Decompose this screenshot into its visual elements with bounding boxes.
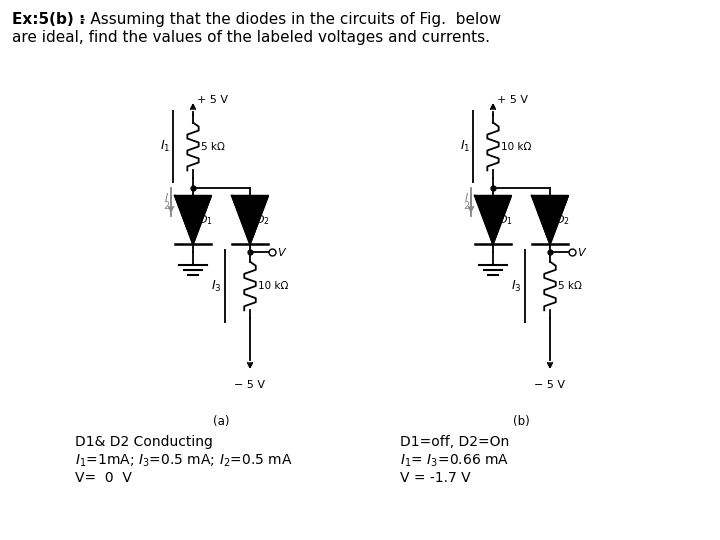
Text: - Assuming that the diodes in the circuits of Fig.  below: - Assuming that the diodes in the circui… xyxy=(80,12,501,27)
Text: 5 kΩ: 5 kΩ xyxy=(558,281,582,291)
Text: $I_1$=1mA; $I_3$=0.5 mA; $I_2$=0.5 mA: $I_1$=1mA; $I_3$=0.5 mA; $I_2$=0.5 mA xyxy=(75,453,293,469)
Polygon shape xyxy=(232,195,269,244)
Text: 10 kΩ: 10 kΩ xyxy=(501,141,531,152)
Text: + 5 V: + 5 V xyxy=(197,95,228,105)
Text: D1& D2 Conducting: D1& D2 Conducting xyxy=(75,435,213,449)
Text: $I_1$: $I_1$ xyxy=(160,139,170,154)
Text: are ideal, find the values of the labeled voltages and currents.: are ideal, find the values of the labele… xyxy=(12,30,490,45)
Polygon shape xyxy=(474,195,511,244)
Polygon shape xyxy=(175,195,211,244)
Text: Ex:5(b) :: Ex:5(b) : xyxy=(12,12,91,27)
Text: $I_3$: $I_3$ xyxy=(511,279,522,294)
Text: $I_1$= $I_3$=0.66 mA: $I_1$= $I_3$=0.66 mA xyxy=(400,453,509,469)
Text: (b): (b) xyxy=(513,415,530,428)
Text: $D_2$: $D_2$ xyxy=(555,213,570,227)
Polygon shape xyxy=(532,195,568,244)
Text: V=  0  V: V= 0 V xyxy=(75,471,132,485)
Text: 5 kΩ: 5 kΩ xyxy=(201,141,225,152)
Text: $V$: $V$ xyxy=(277,246,287,258)
Text: $V$: $V$ xyxy=(577,246,588,258)
Text: − 5 V: − 5 V xyxy=(235,380,266,390)
Text: D1=off, D2=On: D1=off, D2=On xyxy=(400,435,509,449)
Text: 10 kΩ: 10 kΩ xyxy=(258,281,289,291)
Text: $D_1$: $D_1$ xyxy=(198,213,213,227)
Text: $\it{I}$: $\it{I}$ xyxy=(464,191,469,203)
Text: (a): (a) xyxy=(213,415,230,428)
Text: 2: 2 xyxy=(163,201,169,211)
Text: $D_1$: $D_1$ xyxy=(498,213,513,227)
Text: V = -1.7 V: V = -1.7 V xyxy=(400,471,471,485)
Text: + 5 V: + 5 V xyxy=(497,95,528,105)
Text: $I_1$: $I_1$ xyxy=(459,139,470,154)
Text: 2: 2 xyxy=(463,201,469,211)
Text: $\it{I}$: $\it{I}$ xyxy=(164,191,169,203)
Text: − 5 V: − 5 V xyxy=(534,380,565,390)
Text: $I_3$: $I_3$ xyxy=(212,279,222,294)
Text: $D_2$: $D_2$ xyxy=(255,213,270,227)
